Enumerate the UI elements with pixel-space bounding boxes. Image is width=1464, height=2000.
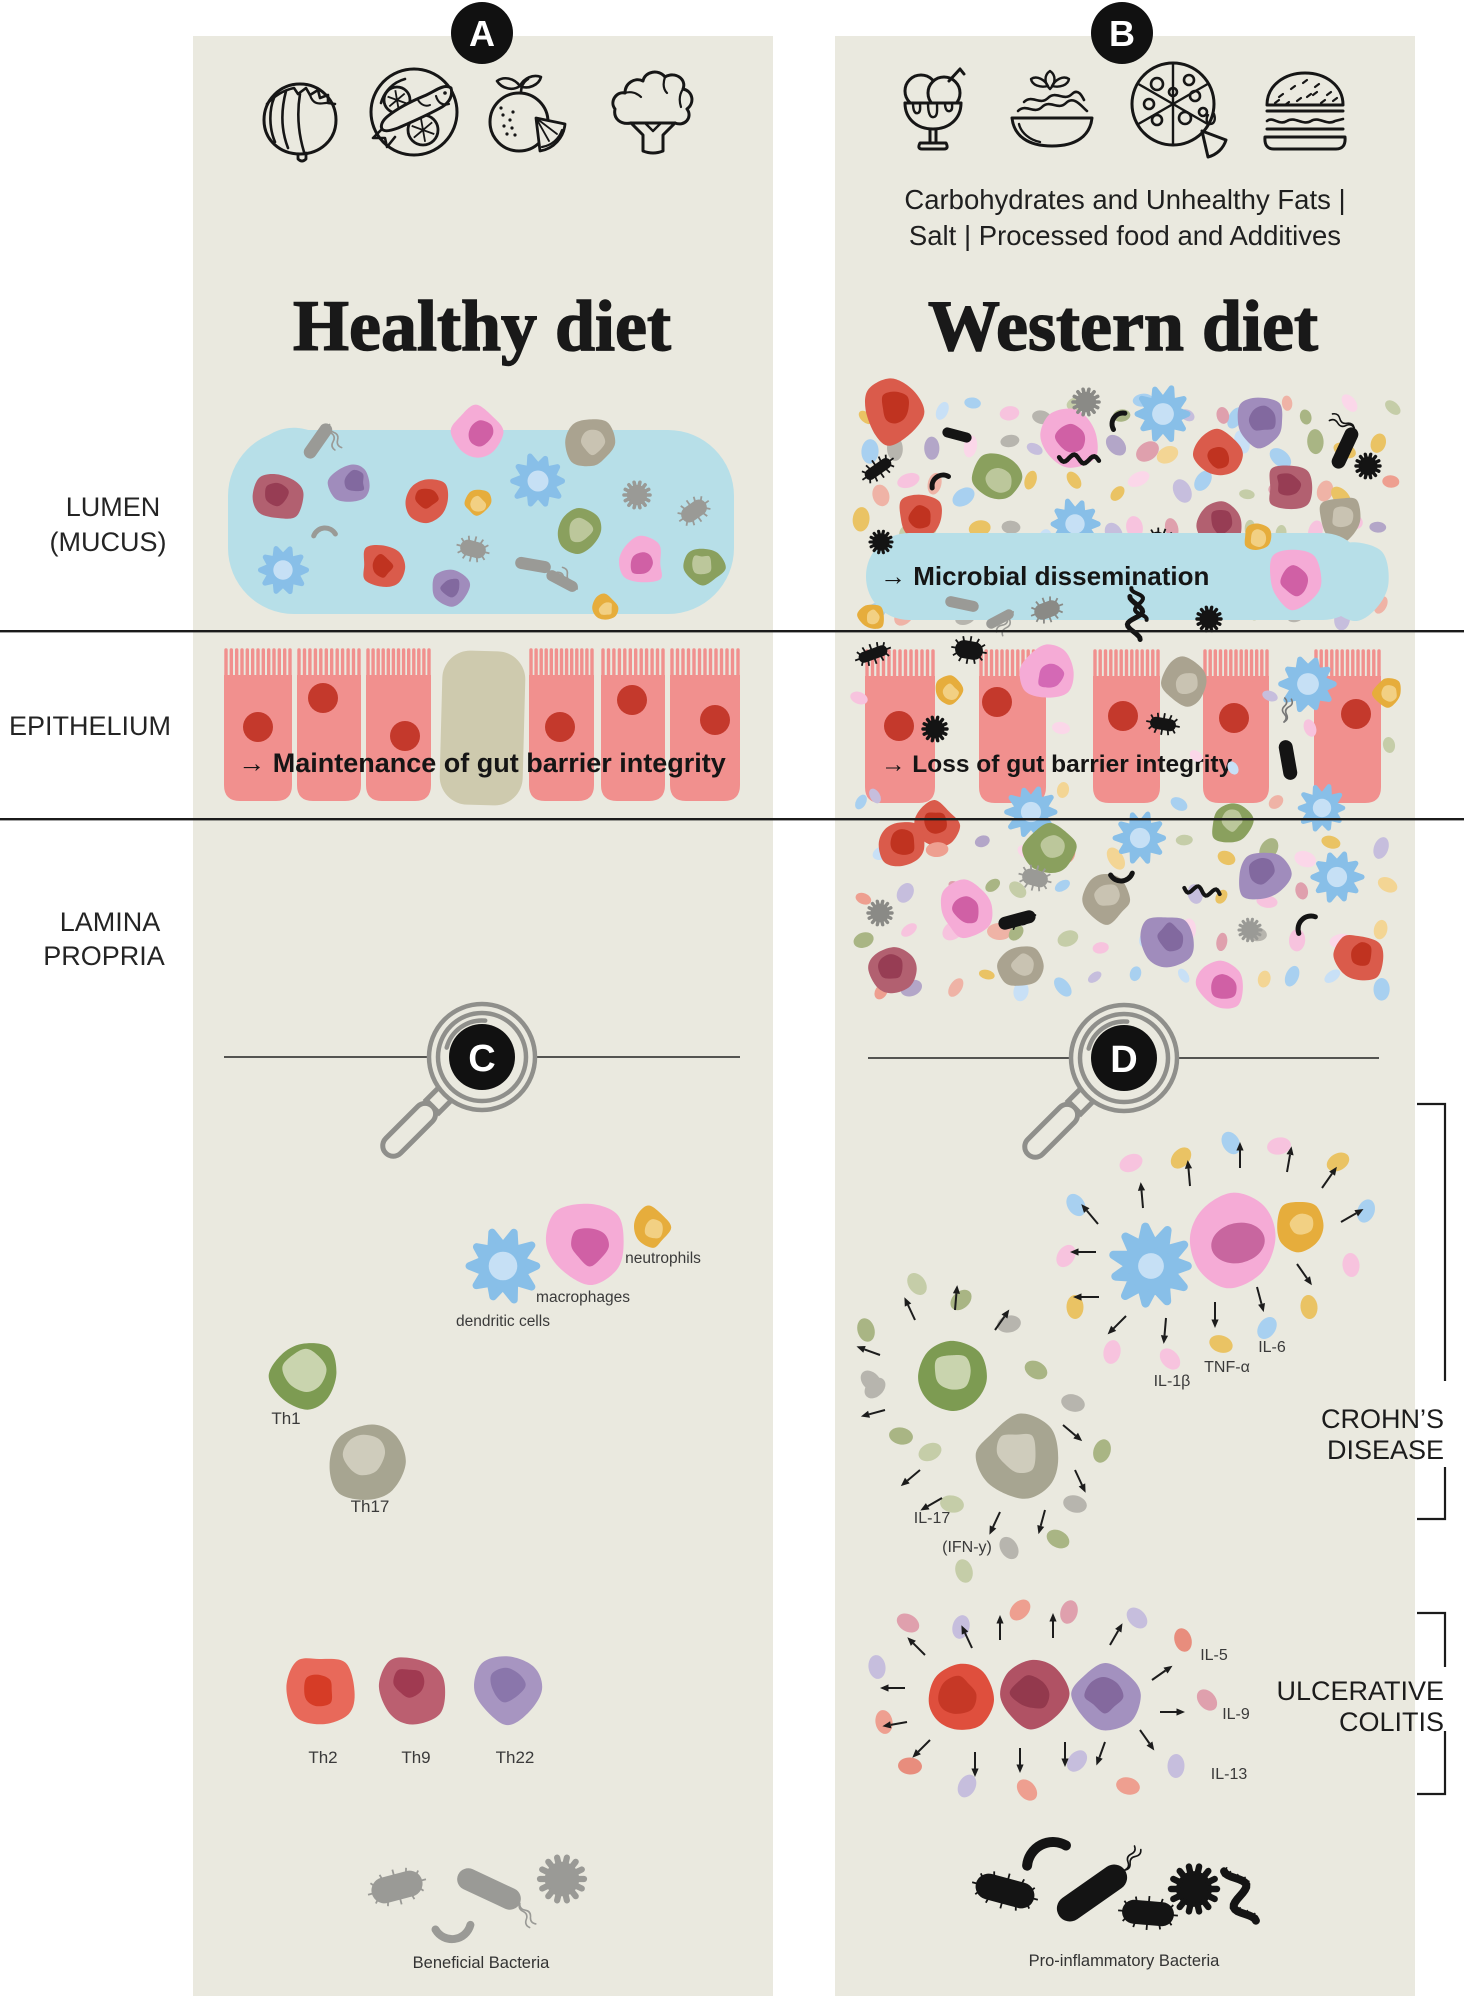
- svg-text:→ Maintenance of gut barrier i: → Maintenance of gut barrier integrity: [238, 748, 726, 778]
- svg-text:IL-9: IL-9: [1222, 1706, 1250, 1723]
- svg-text:Healthy diet: Healthy diet: [293, 286, 671, 366]
- svg-text:B: B: [1109, 13, 1135, 54]
- svg-text:Beneficial Bacteria: Beneficial Bacteria: [413, 1954, 550, 1972]
- svg-text:(IFN-y): (IFN-y): [942, 1539, 992, 1556]
- svg-text:Carbohydrates and Unhealthy Fa: Carbohydrates and Unhealthy Fats |: [904, 184, 1345, 215]
- svg-text:C: C: [468, 1038, 495, 1080]
- svg-text:(MUCUS): (MUCUS): [50, 527, 167, 557]
- svg-text:IL-6: IL-6: [1258, 1339, 1286, 1356]
- svg-text:macrophages: macrophages: [536, 1289, 630, 1306]
- svg-text:Th17: Th17: [351, 1497, 390, 1516]
- svg-text:Western diet: Western diet: [928, 286, 1318, 366]
- svg-text:PROPRIA: PROPRIA: [43, 941, 165, 971]
- svg-text:Th22: Th22: [496, 1748, 535, 1767]
- svg-text:TNF-α: TNF-α: [1204, 1359, 1250, 1376]
- svg-text:IL-13: IL-13: [1211, 1766, 1248, 1783]
- svg-text:Pro-inflammatory Bacteria: Pro-inflammatory Bacteria: [1029, 1952, 1221, 1970]
- svg-text:EPITHELIUM: EPITHELIUM: [9, 711, 171, 741]
- svg-text:Th9: Th9: [401, 1748, 430, 1767]
- svg-text:D: D: [1110, 1039, 1137, 1081]
- svg-text:ULCERATIVE: ULCERATIVE: [1276, 1676, 1444, 1706]
- svg-text:LUMEN: LUMEN: [66, 492, 161, 522]
- svg-text:IL-5: IL-5: [1200, 1647, 1228, 1664]
- svg-text:→ Microbial dissemination: → Microbial dissemination: [880, 561, 1209, 591]
- svg-text:Salt | Processed food and Addi: Salt | Processed food and Additives: [909, 220, 1341, 251]
- svg-text:Th1: Th1: [271, 1409, 300, 1428]
- svg-text:IL-17: IL-17: [914, 1510, 951, 1527]
- svg-text:IL-1β: IL-1β: [1154, 1373, 1191, 1390]
- svg-text:COLITIS: COLITIS: [1339, 1707, 1444, 1737]
- svg-text:LAMINA: LAMINA: [60, 907, 161, 937]
- svg-text:neutrophils: neutrophils: [625, 1250, 701, 1267]
- svg-text:dendritic cells: dendritic cells: [456, 1313, 550, 1330]
- svg-text:→ Loss of gut barrier integrit: → Loss of gut barrier integrity: [881, 751, 1233, 778]
- svg-text:CROHN’S: CROHN’S: [1321, 1404, 1444, 1434]
- svg-text:DISEASE: DISEASE: [1327, 1435, 1444, 1465]
- svg-text:A: A: [469, 13, 495, 54]
- svg-text:Th2: Th2: [308, 1748, 337, 1767]
